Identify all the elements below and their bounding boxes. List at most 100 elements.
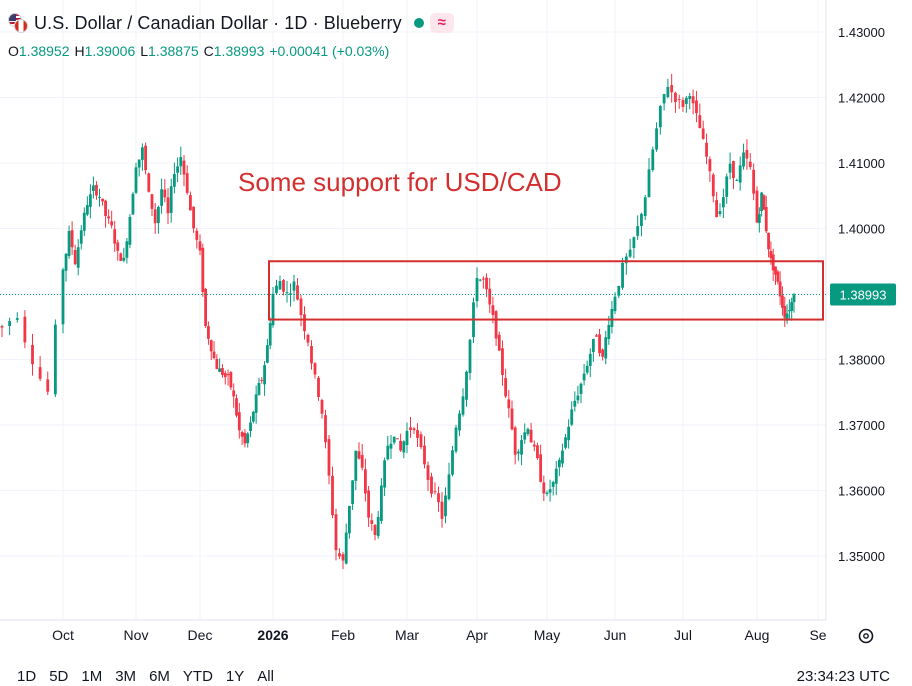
candle-body: [268, 323, 272, 346]
candle-body: [715, 200, 719, 218]
candle-body: [386, 445, 390, 460]
open-value: 1.38952: [18, 43, 70, 59]
candle-body: [579, 383, 583, 394]
candle-body: [548, 489, 552, 493]
time-tick-label: Oct: [52, 627, 74, 643]
candle-body: [163, 189, 167, 198]
candle-body: [313, 363, 317, 375]
time-tick-label: Jun: [604, 627, 627, 643]
candle-body: [752, 169, 756, 194]
candle-body: [67, 231, 71, 256]
candle-body: [691, 96, 695, 104]
price-tick-label: 1.38000: [838, 353, 885, 368]
candle-body: [475, 278, 479, 302]
candle-body: [764, 207, 768, 232]
candle-body: [748, 161, 752, 168]
range-6m-button[interactable]: 6M: [149, 668, 170, 685]
candle-body: [610, 309, 614, 327]
candle-body: [160, 189, 163, 206]
range-selector: 1D 5D 1M 3M 6M YTD 1Y All: [17, 668, 287, 685]
candle-body: [705, 142, 708, 157]
candle-body: [684, 97, 688, 104]
candle-body: [501, 348, 504, 375]
candle-body: [582, 373, 586, 381]
range-1y-button[interactable]: 1Y: [225, 668, 245, 685]
range-5d-button[interactable]: 5D: [49, 668, 69, 685]
candle-body: [320, 399, 324, 414]
candle-body: [647, 169, 651, 198]
candle-body: [520, 440, 523, 455]
low-value: 1.38875: [148, 43, 199, 59]
candle-body: [104, 200, 107, 217]
candle-body: [198, 241, 202, 251]
candle-body: [433, 491, 437, 493]
candle-body: [681, 99, 685, 107]
candle-body: [567, 426, 571, 441]
candle-body: [444, 495, 447, 517]
price-tick-label: 1.35000: [838, 549, 885, 564]
utc-clock[interactable]: 23:34:23 UTC: [796, 668, 890, 685]
candle-body: [383, 460, 386, 488]
candle-body: [226, 374, 230, 376]
candle-body: [265, 345, 269, 363]
close-label: C: [203, 43, 214, 59]
candle-body: [95, 184, 98, 196]
candle-body: [778, 281, 782, 297]
candle-body: [327, 439, 331, 476]
price-tick-label: 1.42000: [838, 91, 885, 106]
candle-body: [437, 493, 440, 503]
candle-body: [409, 427, 412, 430]
candle-body: [617, 285, 621, 296]
candle-body: [285, 292, 289, 294]
candle-body: [254, 394, 258, 413]
close-value: 1.38993: [213, 43, 265, 59]
time-tick-label: Feb: [331, 627, 355, 643]
candle-body: [331, 475, 334, 516]
candle-body: [373, 525, 377, 535]
candle-body: [364, 469, 367, 494]
candles: [0, 73, 796, 570]
candle-body: [192, 206, 195, 229]
candle-body: [251, 411, 255, 422]
candle-body: [760, 192, 764, 211]
time-tick-label: Dec: [188, 627, 213, 643]
candle-body: [296, 285, 299, 300]
price-tick-label: 1.40000: [838, 222, 885, 237]
candle-body: [110, 221, 114, 226]
candle-body: [289, 293, 292, 295]
range-3m-button[interactable]: 3M: [115, 668, 137, 685]
candle-body: [275, 285, 278, 294]
range-1m-button[interactable]: 1M: [81, 668, 103, 685]
candle-body: [223, 373, 227, 378]
candle-body: [440, 501, 444, 519]
candle-body: [742, 152, 745, 167]
candle-body: [402, 441, 406, 453]
range-all-button[interactable]: All: [257, 668, 274, 685]
candle-body: [658, 105, 662, 128]
candle-body: [785, 313, 789, 321]
candle-body: [728, 163, 732, 173]
candle-body: [732, 161, 735, 179]
candle-body: [458, 413, 461, 431]
candle-body: [551, 481, 555, 487]
candle-body: [792, 294, 796, 303]
candle-body: [324, 415, 327, 443]
candle-body: [628, 249, 632, 257]
market-open-dot-icon: [413, 18, 424, 28]
candle-body: [757, 214, 761, 223]
candle-body: [357, 451, 361, 459]
candle-body: [0, 326, 4, 328]
candle-body: [721, 197, 725, 208]
wave-indicator-icon[interactable]: ≈: [429, 13, 454, 33]
candle-body: [478, 279, 482, 281]
range-ytd-button[interactable]: YTD: [182, 668, 213, 685]
candle-body: [306, 334, 310, 343]
range-1d-button[interactable]: 1D: [17, 668, 37, 685]
gear-icon[interactable]: [858, 628, 874, 644]
candle-body: [677, 99, 681, 101]
symbol-title[interactable]: U.S. Dollar / Canadian Dollar · 1D · Blu…: [34, 12, 402, 33]
candle-body: [122, 257, 126, 261]
candle-body: [341, 554, 345, 561]
price-tick-label: 1.36000: [838, 484, 885, 499]
